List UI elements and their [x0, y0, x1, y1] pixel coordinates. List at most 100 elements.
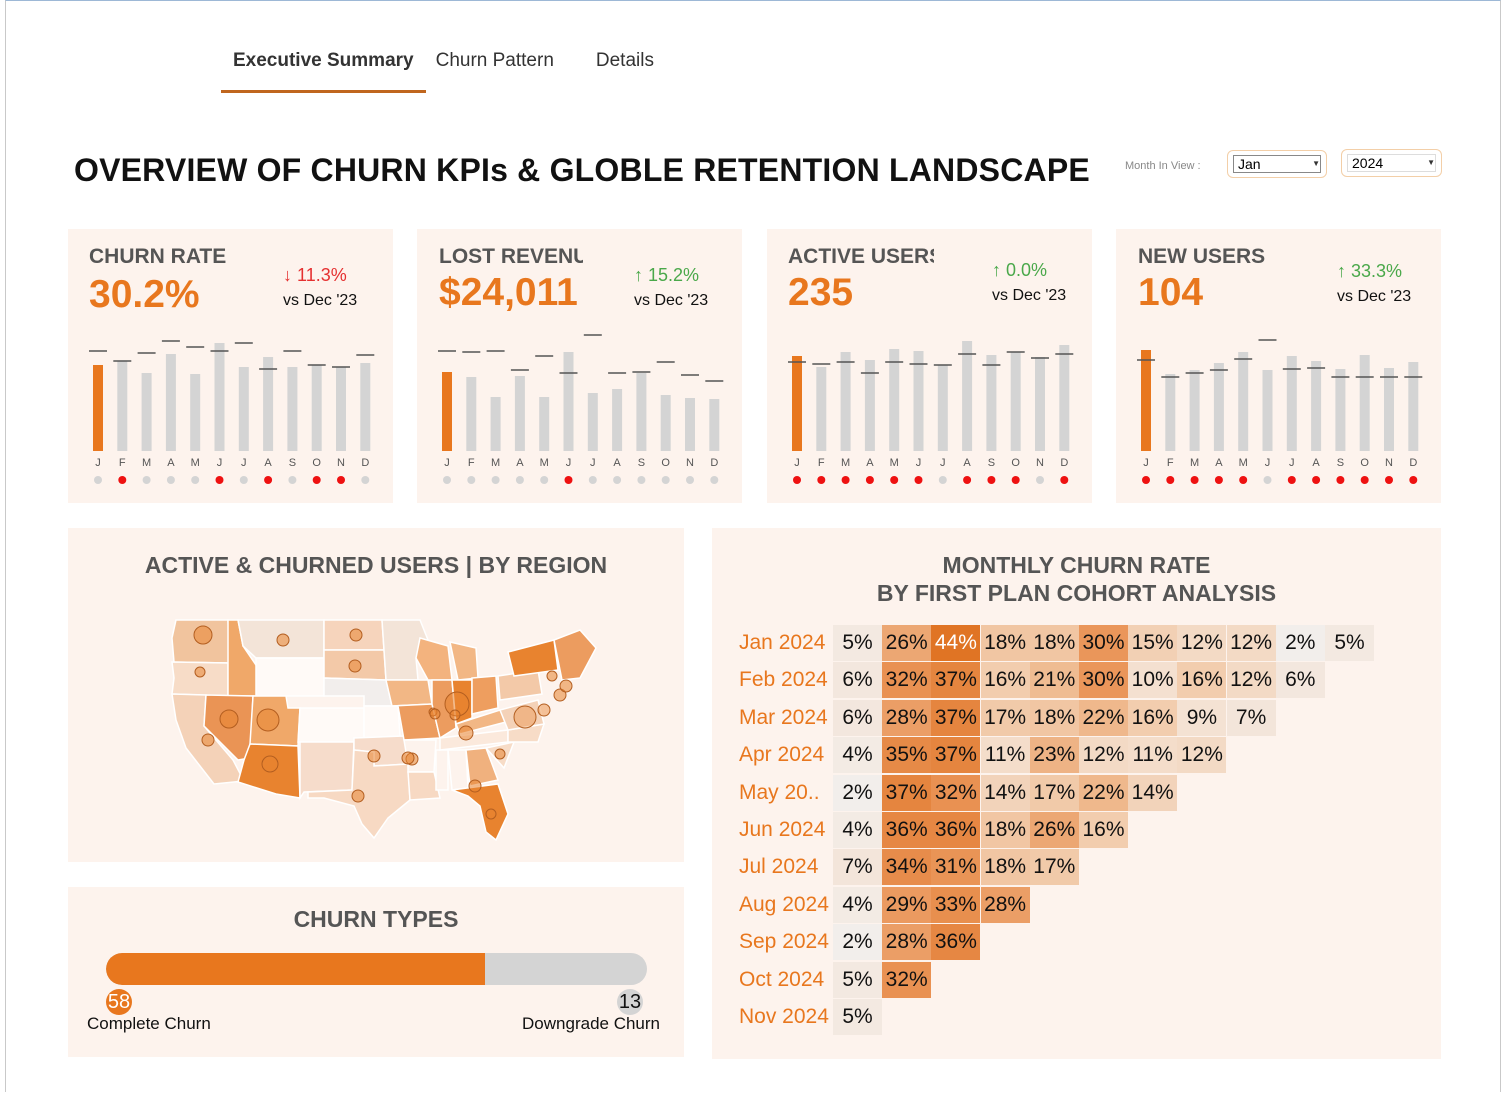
- kpi-bar[interactable]: [889, 349, 900, 451]
- kpi-bar[interactable]: [840, 352, 851, 451]
- cohort-cell[interactable]: 9%: [1177, 699, 1227, 736]
- cohort-cell[interactable]: 37%: [931, 737, 981, 774]
- cohort-cell[interactable]: 4%: [833, 886, 882, 923]
- month-dropdown[interactable]: Jan ▼: [1227, 150, 1327, 178]
- cohort-cell[interactable]: 6%: [833, 699, 882, 736]
- kpi-bar[interactable]: [1335, 369, 1346, 451]
- cohort-cell[interactable]: 12%: [1079, 737, 1128, 774]
- year-dropdown[interactable]: 2024 ▼: [1341, 149, 1442, 177]
- kpi-bar[interactable]: [141, 373, 152, 451]
- cohort-cell[interactable]: 37%: [882, 774, 932, 811]
- kpi-bar[interactable]: [287, 367, 298, 451]
- kpi-bar[interactable]: [214, 343, 225, 451]
- kpi-bar[interactable]: [1359, 355, 1370, 451]
- cohort-cell[interactable]: 2%: [833, 924, 882, 961]
- kpi-bar[interactable]: [660, 395, 671, 451]
- kpi-bar[interactable]: [816, 367, 827, 451]
- cohort-cell[interactable]: 22%: [1079, 774, 1128, 811]
- cohort-cell[interactable]: 4%: [833, 812, 882, 848]
- cohort-cell[interactable]: 26%: [1029, 812, 1079, 848]
- kpi-bar[interactable]: [238, 367, 249, 451]
- tab-executive-summary[interactable]: Executive Summary: [221, 50, 426, 93]
- kpi-bar[interactable]: [165, 354, 176, 451]
- cohort-cell[interactable]: 23%: [1029, 737, 1079, 774]
- kpi-bar[interactable]: [1141, 350, 1151, 451]
- cohort-cell[interactable]: 2%: [833, 774, 882, 811]
- kpi-bar[interactable]: [336, 367, 346, 451]
- kpi-bar[interactable]: [1384, 368, 1394, 451]
- kpi-bar[interactable]: [1213, 363, 1224, 451]
- cohort-cell[interactable]: 4%: [833, 737, 882, 774]
- kpi-bar[interactable]: [1010, 352, 1021, 451]
- kpi-bar[interactable]: [117, 361, 128, 451]
- kpi-bar[interactable]: [190, 374, 201, 451]
- cohort-cell[interactable]: 17%: [980, 699, 1030, 736]
- kpi-bar[interactable]: [263, 357, 274, 451]
- cohort-cell[interactable]: 30%: [1079, 625, 1128, 661]
- kpi-bar[interactable]: [1189, 370, 1200, 451]
- cohort-cell[interactable]: 5%: [833, 999, 882, 1035]
- tab-churn-pattern[interactable]: Churn Pattern: [435, 50, 554, 71]
- cohort-cell[interactable]: 5%: [833, 625, 882, 661]
- cohort-cell[interactable]: 21%: [1029, 662, 1079, 699]
- kpi-bar[interactable]: [514, 376, 525, 451]
- kpi-bar[interactable]: [709, 399, 720, 451]
- cohort-cell[interactable]: 14%: [980, 774, 1030, 811]
- cohort-cell[interactable]: 15%: [1128, 625, 1178, 661]
- cohort-cell[interactable]: 12%: [1226, 625, 1276, 661]
- cohort-cell[interactable]: 10%: [1128, 662, 1178, 699]
- cohort-cell[interactable]: 11%: [980, 737, 1030, 774]
- kpi-bar[interactable]: [1165, 374, 1176, 451]
- kpi-bar[interactable]: [986, 355, 997, 451]
- cohort-cell[interactable]: 2%: [1275, 625, 1325, 661]
- kpi-bar[interactable]: [636, 373, 647, 451]
- kpi-bar[interactable]: [360, 363, 371, 451]
- cohort-cell[interactable]: 29%: [882, 886, 932, 923]
- cohort-cell[interactable]: 16%: [1177, 662, 1227, 699]
- kpi-bar[interactable]: [1311, 361, 1322, 451]
- kpi-bar[interactable]: [587, 393, 598, 451]
- cohort-cell[interactable]: 32%: [882, 662, 932, 699]
- cohort-cell[interactable]: 16%: [1128, 699, 1178, 736]
- kpi-bar[interactable]: [913, 351, 924, 451]
- cohort-cell[interactable]: 6%: [1275, 662, 1325, 699]
- kpi-bar[interactable]: [612, 389, 623, 451]
- cohort-cell[interactable]: 26%: [882, 625, 932, 661]
- cohort-cell[interactable]: 12%: [1226, 662, 1276, 699]
- kpi-bar[interactable]: [864, 360, 875, 451]
- cohort-cell[interactable]: 28%: [882, 699, 932, 736]
- us-choropleth-map[interactable]: [68, 528, 684, 862]
- cohort-cell[interactable]: 22%: [1079, 699, 1128, 736]
- kpi-bar[interactable]: [563, 352, 574, 451]
- cohort-cell[interactable]: 12%: [1177, 737, 1227, 774]
- kpi-bar[interactable]: [962, 341, 973, 451]
- kpi-bar[interactable]: [442, 372, 452, 451]
- kpi-bar[interactable]: [1286, 356, 1297, 451]
- kpi-bar[interactable]: [490, 397, 501, 451]
- cohort-cell[interactable]: 18%: [980, 812, 1030, 848]
- cohort-cell[interactable]: 18%: [1029, 625, 1079, 661]
- cohort-cell[interactable]: 30%: [1079, 662, 1128, 699]
- kpi-bar[interactable]: [1262, 370, 1273, 451]
- kpi-bar[interactable]: [539, 397, 550, 451]
- kpi-bar[interactable]: [93, 365, 103, 451]
- cohort-cell[interactable]: 5%: [833, 961, 882, 998]
- cohort-cell[interactable]: 32%: [931, 774, 981, 811]
- kpi-bar[interactable]: [1238, 352, 1249, 451]
- cohort-cell[interactable]: 16%: [980, 662, 1030, 699]
- kpi-bar[interactable]: [1035, 357, 1045, 451]
- cohort-cell[interactable]: 18%: [980, 625, 1030, 661]
- kpi-bar[interactable]: [937, 365, 948, 451]
- cohort-cell[interactable]: 32%: [882, 961, 932, 998]
- cohort-cell[interactable]: 6%: [833, 662, 882, 699]
- kpi-bar[interactable]: [1408, 362, 1419, 451]
- cohort-cell[interactable]: 17%: [1029, 774, 1079, 811]
- cohort-cell[interactable]: 11%: [1128, 737, 1178, 774]
- kpi-bar[interactable]: [685, 398, 695, 451]
- kpi-bar[interactable]: [466, 377, 477, 451]
- cohort-cell[interactable]: 37%: [931, 699, 981, 736]
- cohort-cell[interactable]: 31%: [931, 849, 981, 886]
- cohort-cell[interactable]: 44%: [931, 625, 981, 661]
- cohort-cell[interactable]: 7%: [833, 849, 882, 886]
- kpi-bar[interactable]: [311, 365, 322, 451]
